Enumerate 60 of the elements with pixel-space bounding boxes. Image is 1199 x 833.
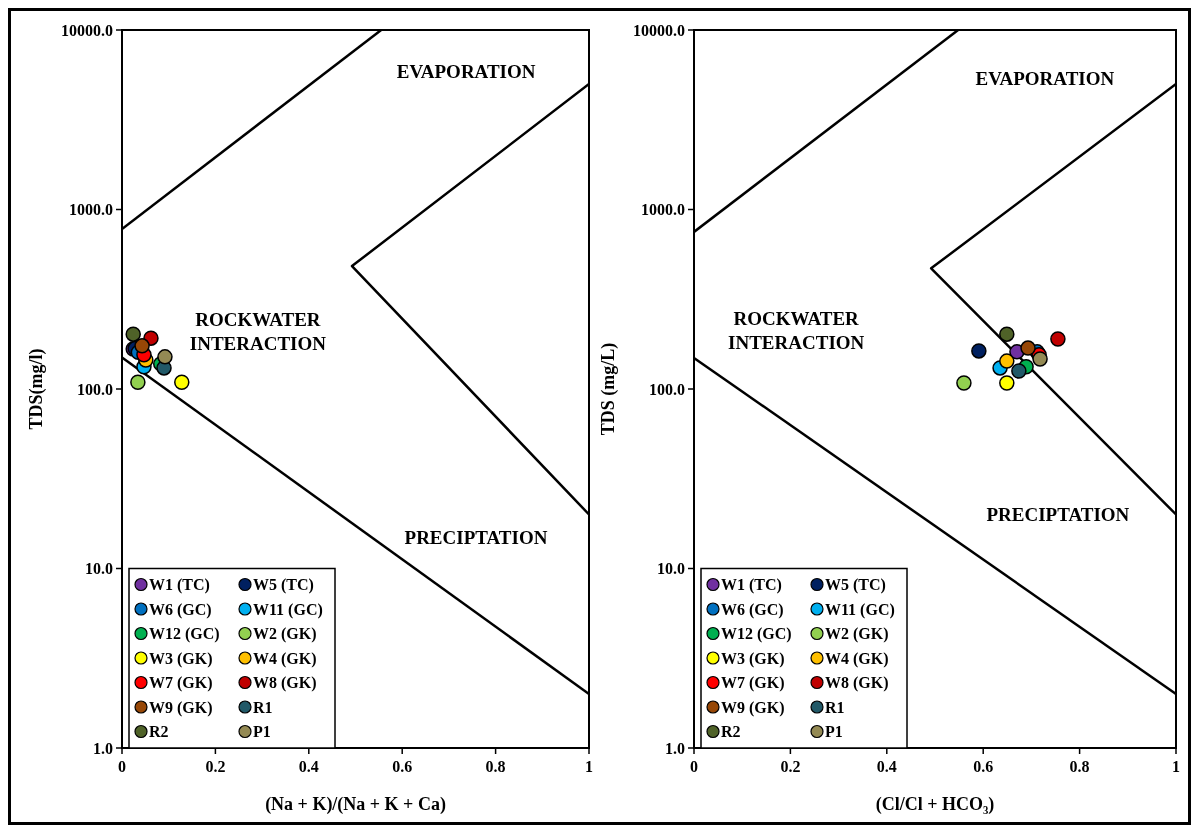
x-tick-label: 0.2 bbox=[205, 758, 226, 775]
y-tick-label: 1000.0 bbox=[69, 201, 113, 219]
y-tick-label: 1.0 bbox=[93, 739, 113, 757]
y-tick-label: 1.0 bbox=[665, 739, 685, 757]
legend-label: W8 (GK) bbox=[825, 674, 889, 693]
y-axis-title: TDS(mg/l) bbox=[26, 348, 47, 430]
legend-label: W4 (GK) bbox=[825, 649, 889, 668]
legend-label: W11 (GC) bbox=[253, 600, 323, 619]
legend-label: R2 bbox=[149, 723, 169, 741]
annotation: PRECIPTATION bbox=[404, 526, 548, 548]
annotation: EVAPORATION bbox=[975, 67, 1115, 89]
annotation: EVAPORATION bbox=[396, 60, 536, 82]
legend-label: W1 (TC) bbox=[721, 576, 782, 595]
legend-label: W12 (GC) bbox=[721, 625, 792, 644]
x-axis-title: (Cl/Cl + HCO₃) bbox=[875, 794, 995, 815]
x-tick-label: 0.6 bbox=[973, 758, 994, 775]
legend-label: W4 (GK) bbox=[253, 649, 317, 668]
y-tick-label: 10000.0 bbox=[633, 21, 685, 39]
legend-label: W8 (GK) bbox=[253, 674, 317, 693]
legend-label: W3 (GK) bbox=[721, 649, 785, 668]
x-tick-label: 1 bbox=[1172, 758, 1180, 775]
annotation: ROCKWATER INTERACTION bbox=[189, 309, 327, 354]
legend-label: R1 bbox=[253, 698, 273, 716]
legend-label: P1 bbox=[253, 723, 271, 741]
legend-label: P1 bbox=[825, 723, 843, 741]
legend-label: W3 (GK) bbox=[149, 649, 213, 668]
legend-label: R1 bbox=[825, 698, 845, 716]
x-tick-label: 1 bbox=[585, 758, 593, 775]
y-tick-label: 10.0 bbox=[85, 560, 113, 578]
annotation: PRECIPTATION bbox=[986, 504, 1130, 526]
legend-label: W6 (GC) bbox=[721, 600, 784, 619]
legend-label: W12 (GC) bbox=[149, 625, 220, 644]
legend-label: R2 bbox=[721, 723, 741, 741]
legend-label: W6 (GC) bbox=[149, 600, 212, 619]
legend-label: W7 (GK) bbox=[149, 674, 213, 693]
y-tick-label: 10000.0 bbox=[61, 21, 113, 39]
y-axis-title: TDS (mg/L) bbox=[598, 342, 619, 436]
y-tick-label: 10.0 bbox=[657, 560, 685, 578]
x-tick-label: 0 bbox=[690, 758, 698, 775]
y-tick-label: 100.0 bbox=[77, 380, 113, 398]
annotation: ROCKWATER INTERACTION bbox=[728, 307, 865, 353]
legend-label: W2 (GK) bbox=[825, 625, 889, 644]
legend-label: W7 (GK) bbox=[721, 674, 785, 693]
legend-label: W2 (GK) bbox=[253, 625, 317, 644]
x-tick-label: 0.8 bbox=[485, 758, 506, 775]
y-tick-label: 1000.0 bbox=[641, 201, 685, 219]
legend-label: W9 (GK) bbox=[721, 698, 785, 717]
x-axis-title: (Na + K)/(Na + K + Ca) bbox=[265, 794, 446, 815]
y-tick-label: 100.0 bbox=[649, 380, 685, 398]
x-tick-label: 0.4 bbox=[876, 758, 897, 775]
x-tick-label: 0.4 bbox=[298, 758, 319, 775]
legend-label: W1 (TC) bbox=[149, 576, 210, 595]
x-tick-label: 0.6 bbox=[392, 758, 413, 775]
legend-label: W5 (TC) bbox=[253, 576, 314, 595]
legend-label: W9 (GK) bbox=[149, 698, 213, 717]
x-tick-label: 0.8 bbox=[1069, 758, 1090, 775]
x-tick-label: 0.2 bbox=[780, 758, 801, 775]
legend-label: W5 (TC) bbox=[825, 576, 886, 595]
x-tick-label: 0 bbox=[118, 758, 126, 775]
legend-label: W11 (GC) bbox=[825, 600, 895, 619]
